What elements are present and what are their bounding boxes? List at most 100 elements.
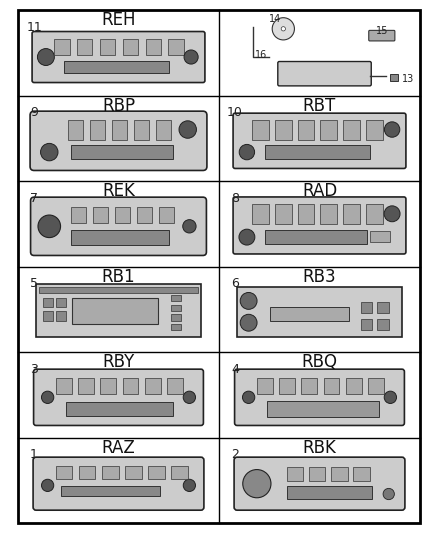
- Bar: [79, 466, 95, 479]
- Text: RAZ: RAZ: [102, 439, 135, 457]
- Text: 1: 1: [30, 448, 38, 461]
- Circle shape: [240, 314, 257, 331]
- Bar: [42, 298, 53, 307]
- Bar: [324, 378, 339, 394]
- Text: 2: 2: [231, 448, 239, 461]
- Text: RAD: RAD: [302, 182, 337, 200]
- Text: 6: 6: [231, 277, 239, 290]
- Bar: [90, 120, 105, 140]
- Bar: [301, 378, 317, 394]
- Bar: [56, 311, 66, 320]
- Bar: [320, 204, 337, 224]
- Bar: [71, 230, 169, 245]
- Bar: [368, 378, 384, 394]
- Bar: [279, 378, 295, 394]
- Text: REH: REH: [101, 11, 136, 29]
- Bar: [257, 378, 272, 394]
- Bar: [71, 145, 173, 159]
- Bar: [137, 207, 152, 223]
- Text: RB1: RB1: [102, 268, 135, 286]
- Bar: [353, 467, 370, 481]
- Circle shape: [42, 391, 54, 403]
- Text: RBK: RBK: [303, 439, 336, 457]
- Bar: [115, 207, 131, 223]
- Bar: [61, 486, 160, 496]
- FancyBboxPatch shape: [235, 369, 404, 425]
- Text: REK: REK: [102, 182, 135, 200]
- Circle shape: [183, 479, 195, 491]
- Circle shape: [183, 220, 196, 233]
- Bar: [309, 467, 325, 481]
- Circle shape: [243, 391, 255, 403]
- Bar: [171, 304, 181, 311]
- Bar: [390, 74, 398, 80]
- Text: 13: 13: [402, 74, 414, 84]
- Bar: [168, 39, 184, 55]
- Bar: [100, 39, 115, 55]
- Bar: [112, 120, 127, 140]
- Bar: [93, 207, 108, 223]
- Bar: [134, 120, 149, 140]
- Bar: [125, 466, 141, 479]
- Bar: [66, 402, 173, 416]
- Text: 16: 16: [255, 51, 267, 60]
- Text: 14: 14: [269, 14, 281, 25]
- Bar: [171, 324, 181, 330]
- Bar: [171, 295, 181, 302]
- Circle shape: [42, 479, 54, 491]
- Bar: [123, 378, 138, 394]
- Bar: [275, 204, 292, 224]
- Bar: [297, 204, 314, 224]
- Circle shape: [179, 121, 197, 138]
- Circle shape: [240, 293, 257, 309]
- Bar: [171, 314, 181, 320]
- Bar: [171, 466, 188, 479]
- Bar: [297, 120, 314, 140]
- Bar: [361, 302, 372, 313]
- Bar: [36, 285, 201, 337]
- Bar: [39, 287, 198, 294]
- Circle shape: [38, 215, 60, 238]
- Bar: [100, 378, 116, 394]
- Circle shape: [272, 18, 294, 40]
- Bar: [252, 204, 269, 224]
- FancyBboxPatch shape: [278, 61, 371, 86]
- Circle shape: [384, 391, 396, 403]
- Bar: [346, 378, 361, 394]
- Circle shape: [41, 143, 58, 161]
- Circle shape: [281, 27, 286, 31]
- Text: 9: 9: [30, 106, 38, 119]
- Bar: [377, 302, 389, 313]
- FancyBboxPatch shape: [234, 457, 405, 510]
- Bar: [252, 120, 269, 140]
- Text: 4: 4: [231, 362, 239, 376]
- Text: 5: 5: [30, 277, 38, 290]
- FancyBboxPatch shape: [369, 30, 395, 41]
- Bar: [343, 204, 360, 224]
- Bar: [366, 204, 383, 224]
- Circle shape: [383, 488, 394, 499]
- Text: RBY: RBY: [102, 353, 134, 372]
- FancyBboxPatch shape: [233, 197, 406, 254]
- Circle shape: [239, 229, 255, 245]
- Text: 3: 3: [30, 362, 38, 376]
- Bar: [270, 307, 349, 321]
- Text: 10: 10: [227, 106, 243, 119]
- Circle shape: [239, 144, 254, 160]
- Circle shape: [384, 206, 400, 222]
- Bar: [159, 207, 174, 223]
- Bar: [64, 61, 169, 74]
- Text: RBT: RBT: [303, 97, 336, 115]
- Text: 11: 11: [26, 21, 42, 34]
- FancyBboxPatch shape: [31, 197, 206, 255]
- Bar: [320, 120, 337, 140]
- Text: RB3: RB3: [303, 268, 336, 286]
- Bar: [56, 298, 66, 307]
- Bar: [377, 319, 389, 330]
- Text: 15: 15: [376, 26, 388, 36]
- Bar: [102, 466, 119, 479]
- Text: RBQ: RBQ: [301, 353, 338, 372]
- Bar: [286, 467, 303, 481]
- FancyBboxPatch shape: [32, 31, 205, 83]
- Bar: [167, 378, 183, 394]
